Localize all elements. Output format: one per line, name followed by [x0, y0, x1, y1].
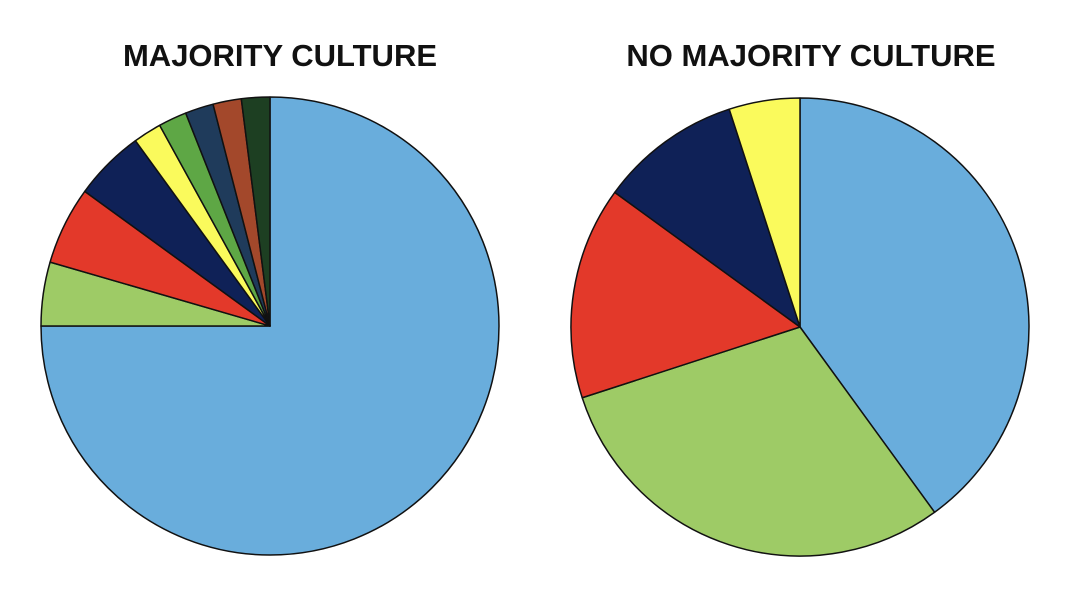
pie-slice: [728, 97, 801, 328]
chart-title: MAJORITY CULTURE: [123, 38, 437, 73]
pie-slice: [40, 96, 500, 556]
chart-title: NO MAJORITY CULTURE: [626, 38, 995, 73]
pie-slice: [613, 108, 801, 328]
pie-slice: [570, 191, 801, 399]
pie-slice: [581, 326, 936, 557]
pie-slice: [240, 96, 271, 327]
pie-slice: [799, 97, 1030, 514]
